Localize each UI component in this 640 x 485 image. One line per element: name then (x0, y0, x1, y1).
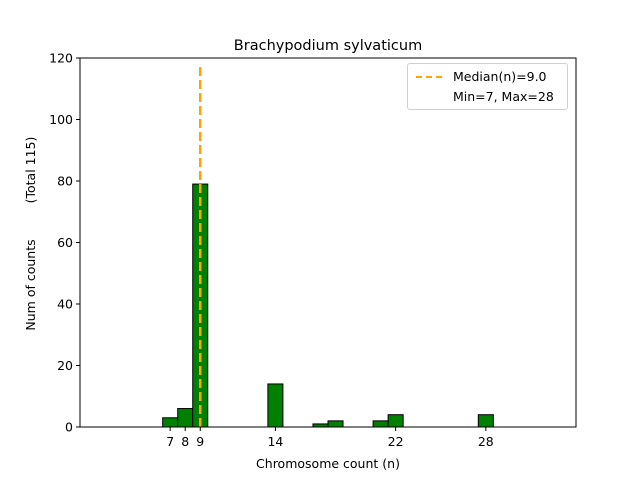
histogram-bar-18 (327, 420, 344, 428)
y-tick-label: 20 (57, 358, 73, 373)
y-tick-label: 80 (57, 174, 73, 189)
x-tick-label: 22 (388, 434, 404, 449)
histogram-bar-21 (372, 420, 389, 428)
legend-item-range: Min=7, Max=28 (416, 89, 554, 104)
histogram-bar-28 (477, 414, 494, 428)
y-axis-total-label: (Total 115) (23, 137, 38, 204)
histogram-bar-22 (387, 414, 404, 428)
y-tick-label: 100 (49, 112, 73, 127)
x-tick-label: 9 (196, 434, 204, 449)
y-tick-label: 40 (57, 297, 73, 312)
histogram-bar-14 (267, 383, 284, 428)
x-tick-label: 8 (181, 434, 189, 449)
legend-median-label: Median(n)=9.0 (453, 69, 547, 84)
x-tick-label: 7 (166, 434, 174, 449)
y-axis-label: Num of counts (23, 239, 38, 330)
y-tick-label: 60 (57, 235, 73, 250)
legend-item-median: Median(n)=9.0 (416, 69, 547, 84)
histogram-bar-8 (177, 408, 194, 428)
legend-range-label: Min=7, Max=28 (453, 89, 554, 104)
chart-title: Brachypodium sylvaticum (234, 38, 422, 54)
y-tick-label: 120 (49, 51, 73, 66)
x-tick-label: 14 (267, 434, 283, 449)
x-axis-label: Chromosome count (n) (256, 456, 400, 471)
y-tick-label: 0 (65, 420, 73, 435)
legend-median-swatch (416, 75, 442, 78)
plot-frame (79, 57, 577, 428)
histogram-bar-7 (162, 417, 179, 428)
x-tick-label: 28 (478, 434, 494, 449)
legend: Median(n)=9.0 Min=7, Max=28 (407, 63, 568, 110)
